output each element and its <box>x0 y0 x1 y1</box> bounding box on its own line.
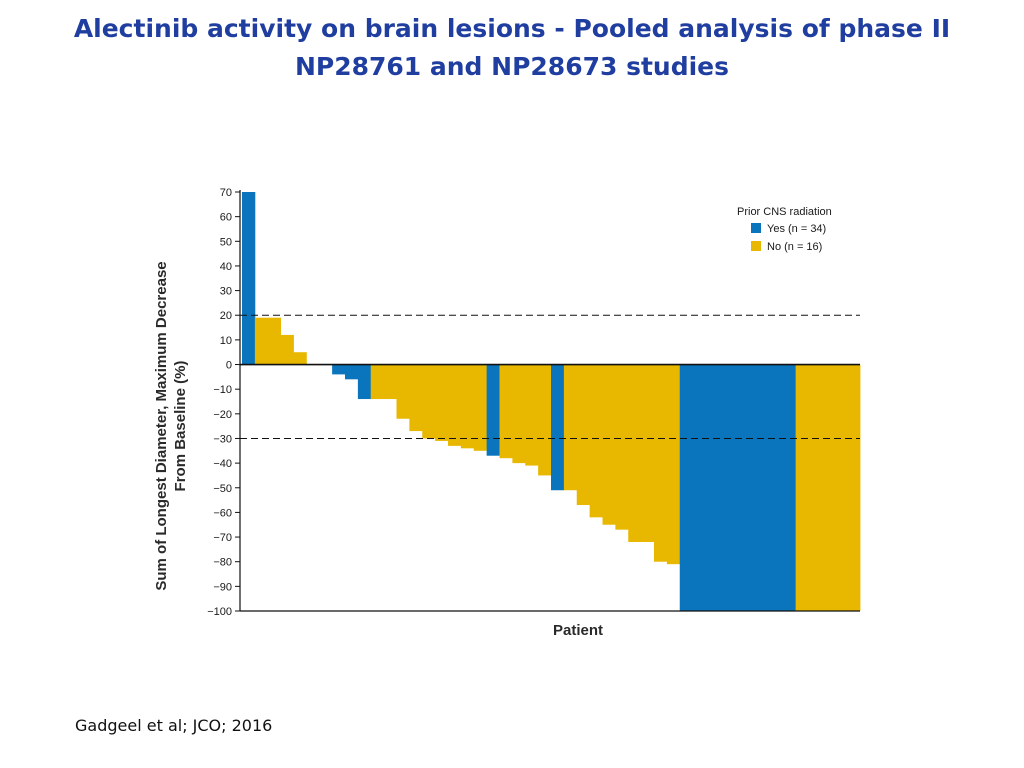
y-tick-label: −80 <box>213 557 232 569</box>
bar-no <box>847 364 861 611</box>
slide-title-line-1: Alectinib activity on brain lesions - Po… <box>73 14 951 43</box>
slide-title-line-2: NP28761 and NP28673 studies <box>294 52 730 81</box>
y-tick-label: 30 <box>220 286 232 298</box>
bar-no <box>821 364 835 611</box>
y-tick-label: −100 <box>207 606 232 618</box>
bar-no <box>448 364 462 446</box>
bar-no <box>396 364 410 419</box>
y-tick-label: 50 <box>220 236 232 248</box>
slide-title: Alectinib activity on brain lesions - Po… <box>0 10 1024 86</box>
bar-no <box>666 364 681 565</box>
bar-yes <box>705 364 719 611</box>
bar-no <box>254 317 269 365</box>
legend-swatch-no <box>751 241 761 251</box>
y-tick-label: −30 <box>213 433 232 445</box>
y-tick-label: −60 <box>213 507 232 519</box>
plot-area <box>242 192 861 611</box>
y-tick-label: −50 <box>213 483 232 495</box>
bar-yes <box>718 364 732 611</box>
legend-swatch-yes <box>751 223 761 233</box>
y-tick-label: 10 <box>220 335 232 347</box>
bar-no <box>370 364 385 400</box>
bar-no <box>589 364 603 518</box>
bar-no <box>563 364 578 491</box>
bar-yes <box>345 364 359 380</box>
y-tick-label: 20 <box>220 310 232 322</box>
y-tick-label: −90 <box>213 581 232 593</box>
legend-title: Prior CNS radiation <box>737 206 832 218</box>
y-tick-label: 40 <box>220 261 232 273</box>
bar-no <box>383 364 397 400</box>
bar-yes <box>782 364 797 611</box>
bar-yes <box>486 364 500 456</box>
bar-no <box>512 364 526 464</box>
y-tick-label: −20 <box>213 409 232 421</box>
bar-no <box>293 352 307 365</box>
bar-yes <box>551 364 565 491</box>
y-tick-label: −10 <box>213 384 232 396</box>
x-axis-title: Patient <box>553 622 603 639</box>
bar-no <box>654 364 668 562</box>
reference-lines <box>240 314 860 439</box>
bar-no <box>834 364 848 611</box>
bar-no <box>576 364 591 506</box>
bar-yes <box>769 364 784 611</box>
bar-no <box>628 364 642 542</box>
bar-no <box>615 364 629 530</box>
legend: Prior CNS radiation Yes (n = 34) No (n =… <box>737 206 832 253</box>
bar-no <box>280 334 294 365</box>
y-axis-title-line-1: Sum of Longest Diameter, Maximum Decreas… <box>153 261 170 590</box>
legend-label-no: No (n = 16) <box>767 241 822 253</box>
bar-yes <box>357 364 372 400</box>
bar-no <box>267 317 282 365</box>
y-tick-label: 0 <box>226 360 232 372</box>
bar-yes <box>332 364 346 375</box>
citation: Gadgeel et al; JCO; 2016 <box>75 716 273 735</box>
bar-no <box>473 364 488 451</box>
bar-no <box>808 364 822 611</box>
legend-label-yes: Yes (n = 34) <box>767 223 826 235</box>
bar-no <box>795 364 809 611</box>
bar-no <box>602 364 616 525</box>
y-tick-label: 70 <box>220 187 232 199</box>
bar-yes <box>731 364 745 611</box>
bar-yes <box>744 364 758 611</box>
bar-no <box>641 364 655 542</box>
y-tick-label: 60 <box>220 212 232 224</box>
bar-no <box>525 364 539 466</box>
y-tick-label: −40 <box>213 458 232 470</box>
bar-no <box>409 364 423 432</box>
bar-no <box>435 364 449 441</box>
y-tick-label: −70 <box>213 532 232 544</box>
bar-yes <box>757 364 771 611</box>
bar-no <box>422 364 436 439</box>
y-axis-title: Sum of Longest Diameter, Maximum Decreas… <box>153 261 189 590</box>
bar-no <box>460 364 475 449</box>
y-axis-title-line-2: From Baseline (%) <box>172 361 189 492</box>
bar-yes <box>242 192 256 365</box>
bar-yes <box>692 364 706 611</box>
bar-yes <box>679 364 694 611</box>
bar-no <box>499 364 513 459</box>
waterfall-chart: 70 60 50 40 30 20 10 0 −10 −20 −30 −40 −50 −60 −70 −80 −… <box>153 187 861 639</box>
axes: 70 60 50 40 30 20 10 0 −10 −20 −30 −40 −50 −60 −70 −80 −… <box>207 187 860 618</box>
bar-no <box>538 364 552 476</box>
